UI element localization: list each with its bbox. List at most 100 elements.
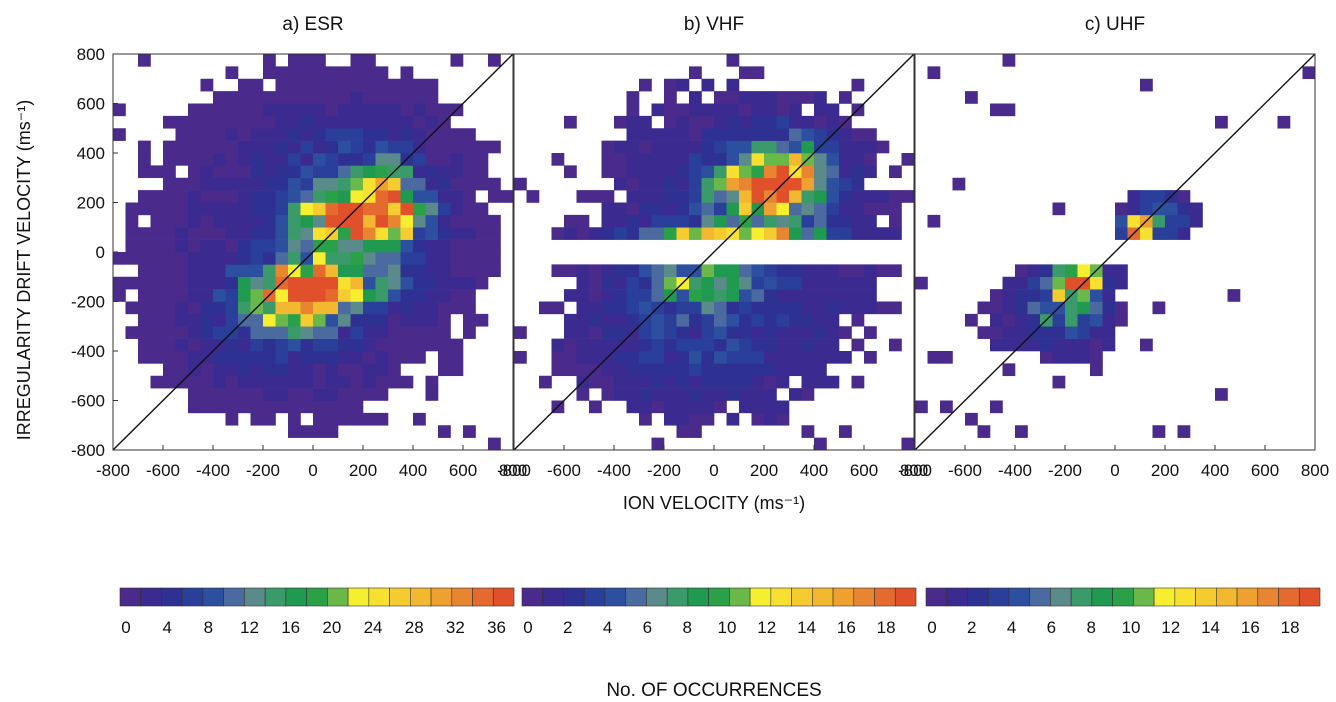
heatmap-cell	[814, 214, 827, 228]
heatmap-cell	[400, 289, 414, 302]
heatmap-cell	[751, 264, 765, 278]
heatmap-cell	[1002, 363, 1016, 377]
colorbar-swatch	[389, 587, 411, 607]
colorbar-swatch	[161, 587, 183, 607]
heatmap-cell	[776, 301, 790, 315]
heatmap-cell	[801, 190, 815, 203]
heatmap-cell	[313, 202, 326, 216]
heatmap-cell	[338, 289, 351, 302]
heatmap-cell	[463, 326, 476, 339]
x-tick-label: -800	[898, 461, 932, 480]
heatmap-cell	[363, 103, 376, 117]
heatmap-cell	[814, 437, 827, 451]
colorbar-tick-label: 2	[563, 618, 572, 637]
heatmap-cell	[676, 338, 690, 352]
heatmap-cell	[138, 338, 151, 352]
heatmap-cell	[388, 214, 401, 228]
heatmap-cell	[689, 425, 702, 438]
heatmap-cell	[576, 190, 590, 203]
heatmap-cell	[325, 375, 339, 389]
heatmap-cell	[864, 227, 877, 240]
heatmap-cell	[1165, 202, 1178, 216]
heatmap-cell	[175, 301, 189, 315]
heatmap-cell	[213, 115, 226, 129]
heatmap-cell	[626, 388, 640, 401]
heatmap-cell	[1052, 276, 1066, 290]
heatmap-cell	[639, 214, 652, 228]
heatmap-cell	[851, 202, 865, 216]
heatmap-cell	[601, 363, 615, 377]
heatmap-cell	[475, 313, 489, 327]
heatmap-cell	[188, 313, 201, 327]
heatmap-cell	[475, 165, 489, 179]
heatmap-cell	[225, 412, 239, 426]
colorbar-swatch	[1153, 587, 1176, 607]
heatmap-cell	[225, 338, 239, 352]
heatmap-cell	[363, 388, 376, 401]
heatmap-cell	[425, 153, 439, 166]
heatmap-cell	[400, 338, 414, 352]
heatmap-cell	[1065, 338, 1078, 352]
heatmap-cell	[776, 412, 790, 426]
heatmap-cell	[388, 313, 401, 327]
heatmap-cell	[288, 351, 301, 364]
heatmap-cell	[851, 165, 865, 179]
heatmap-cell	[163, 227, 176, 240]
heatmap-cell	[676, 140, 690, 154]
colorbar-swatch	[542, 587, 564, 607]
heatmap-cell	[1040, 276, 1053, 290]
heatmap-cell	[288, 128, 301, 141]
heatmap-cell	[1090, 301, 1103, 315]
heatmap-cell	[213, 177, 226, 191]
colorbar-tick-label: 4	[162, 618, 171, 637]
heatmap-cell	[238, 351, 251, 364]
colorbar-swatch	[1050, 587, 1072, 607]
heatmap-cell	[1002, 313, 1016, 327]
heatmap-cell	[338, 252, 351, 265]
heatmap-cell	[701, 412, 715, 426]
heatmap-cell	[213, 227, 226, 240]
heatmap-cell	[300, 66, 314, 80]
heatmap-cell	[150, 190, 164, 203]
heatmap-cell	[751, 190, 765, 203]
heatmap-cell	[726, 91, 740, 104]
heatmap-cell	[789, 301, 802, 315]
heatmap-cell	[263, 412, 276, 426]
heatmap-cell	[664, 140, 677, 154]
heatmap-cell	[639, 400, 652, 414]
heatmap-cell	[1177, 227, 1191, 240]
heatmap-cell	[1002, 289, 1016, 302]
heatmap-cell	[188, 190, 201, 203]
heatmap-cell	[789, 276, 802, 290]
heatmap-cell	[350, 78, 364, 92]
heatmap-cell	[1052, 264, 1066, 278]
heatmap-cell	[238, 276, 251, 290]
heatmap-cell	[275, 400, 289, 414]
y-tick-label: 600	[77, 95, 105, 114]
heatmap-cell	[313, 140, 326, 154]
heatmap-cell	[438, 276, 451, 290]
heatmap-cell	[463, 227, 476, 240]
heatmap-cell	[200, 313, 214, 327]
heatmap-cell	[150, 264, 164, 278]
heatmap-cell	[651, 375, 665, 389]
heatmap-cell	[751, 214, 765, 228]
heatmap-cell	[739, 313, 752, 327]
heatmap-cell	[776, 103, 790, 117]
heatmap-cell	[1115, 276, 1128, 290]
heatmap-cell	[375, 165, 389, 179]
heatmap-cell	[714, 276, 727, 290]
heatmap-cell	[325, 202, 339, 216]
heatmap-cell	[614, 276, 627, 290]
heatmap-cell	[614, 177, 627, 191]
heatmap-cell	[413, 301, 426, 315]
heatmap-cell	[288, 190, 301, 203]
heatmap-cell	[325, 66, 339, 80]
heatmap-cell	[413, 165, 426, 179]
heatmap-cell	[689, 388, 702, 401]
heatmap-cell	[776, 400, 790, 414]
heatmap-cell	[400, 91, 414, 104]
heatmap-cell	[263, 227, 276, 240]
heatmap-cell	[225, 190, 239, 203]
